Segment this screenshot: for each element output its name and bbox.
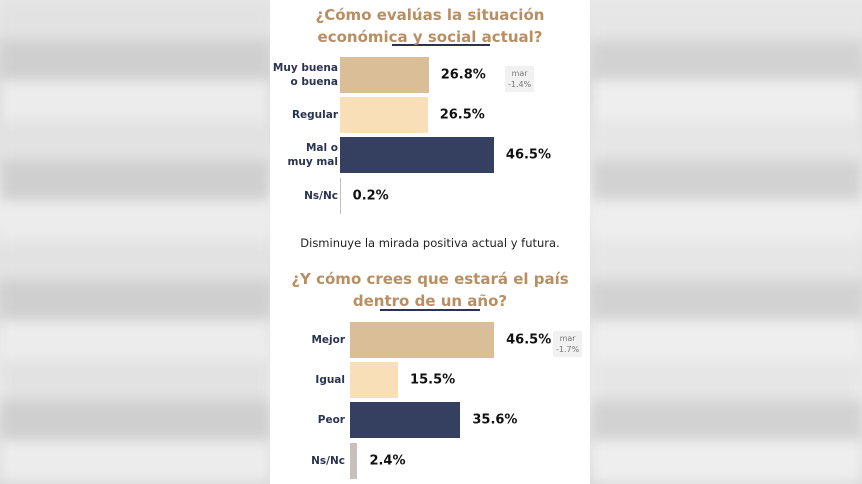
value-label: 26.5%: [439, 107, 485, 123]
bar: [350, 402, 461, 438]
bar: [340, 57, 429, 93]
category-label: Muy buena o buena: [272, 62, 338, 88]
value-label: 35.6%: [472, 412, 518, 428]
bar: [350, 322, 495, 358]
underline: [380, 309, 480, 311]
blurred-background: [592, 0, 862, 484]
category-label: Mejor: [311, 334, 345, 346]
value-label: 26.8%: [440, 67, 486, 83]
bar: [340, 178, 341, 214]
bar: [350, 443, 358, 479]
annotation-text: mar: [559, 334, 576, 343]
annotation-text: mar: [511, 69, 528, 78]
category-label: Ns/Nc: [311, 455, 345, 467]
chart-title: dentro de un año?: [352, 292, 508, 310]
value-label: 46.5%: [505, 147, 552, 163]
chart-title: económica y social actual?: [317, 28, 543, 46]
blurred-background: [0, 0, 270, 484]
chart-title: ¿Y cómo crees que estará el país: [291, 270, 569, 288]
annotation: mar -1.4%: [505, 66, 535, 92]
category-label: Ns/Nc: [304, 190, 338, 202]
annotation-text: -1.4%: [508, 80, 532, 89]
category-label: Igual: [315, 374, 345, 386]
annotation: mar -1.7%: [553, 331, 583, 357]
value-label: 46.5%: [506, 332, 552, 348]
bar: [340, 97, 428, 133]
note: Disminuye la mirada positiva actual y fu…: [300, 236, 560, 250]
card: Disminuye la mirada positiva actual y fu…: [270, 0, 590, 484]
value-label: 2.4%: [369, 453, 406, 469]
category-label: Peor: [317, 414, 345, 426]
category-label: Regular: [291, 109, 338, 121]
annotation-text: -1.7%: [556, 345, 580, 354]
value-label: 0.2%: [352, 188, 389, 204]
chart-title: ¿Cómo evalúas la situación: [315, 6, 545, 24]
category-label: Mal o muy mal: [287, 142, 338, 168]
bar: [350, 362, 399, 398]
value-label: 15.5%: [410, 372, 456, 388]
bar: [340, 137, 494, 173]
underline: [392, 44, 490, 46]
